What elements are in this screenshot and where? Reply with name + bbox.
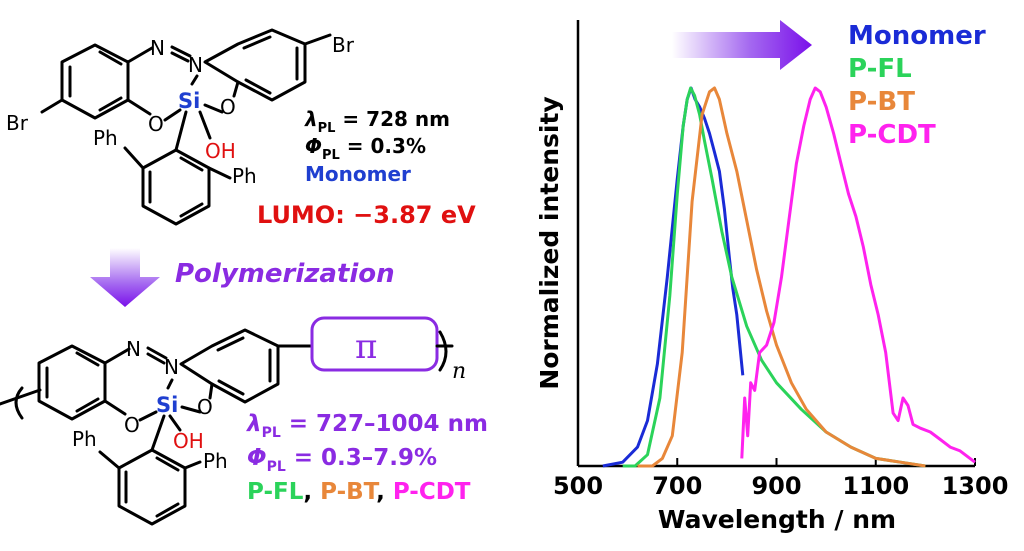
polymer-o-left-atom: O [124, 413, 140, 437]
azo-n1-atom: N [150, 36, 165, 60]
left-bracket [14, 386, 24, 420]
polymer-right-ring [179, 328, 280, 404]
pi-box [310, 316, 439, 372]
x-axis-label: Wavelength / nm [658, 505, 896, 534]
right-ring [203, 28, 307, 102]
polymer-lambda: λPL = 727–1004 nm [245, 411, 488, 441]
polymer-terphenyl-ring [117, 448, 187, 526]
o-right-atom: O [220, 95, 236, 119]
legend-item-monomer: Monomer [848, 21, 986, 51]
polymer-o-right-atom: O [197, 395, 213, 419]
si-atom: Si [178, 89, 200, 113]
legend-item-p-cdt: P-CDT [848, 120, 936, 150]
redshift-arrow [672, 20, 812, 70]
azo-double-bond [170, 45, 192, 63]
polymer-structure: N N π n O Si O OH Ph Ph [0, 316, 466, 526]
oh-group: OH [205, 139, 236, 163]
left-ring-double-bonds [68, 50, 123, 112]
legend-item-p-bt: P-BT [848, 87, 915, 117]
x-tick-label: 1300 [942, 472, 1009, 500]
polymer-list: P-FL, P-BT, P-CDT [247, 479, 471, 505]
legend-item-p-fl: P-FL [848, 54, 912, 84]
monomer-phi: ΦPL = 0.3% [305, 134, 426, 163]
polymer-name-pfl: P-FL [247, 479, 304, 505]
o-left-atom: O [148, 112, 164, 136]
polymerization-label: Polymerization [175, 259, 395, 289]
lumo-label: LUMO: −3.87 eV [257, 201, 476, 229]
monomer-properties: λPL = 728 nm ΦPL = 0.3% Monomer LUMO: −3… [257, 107, 476, 229]
polymer-n1-atom: N [126, 337, 141, 361]
repeat-n: n [452, 359, 466, 384]
polymer-ph-left-atom: Ph [72, 427, 97, 451]
ph-left-atom: Ph [93, 126, 118, 150]
polymer-properties: λPL = 727–1004 nm ΦPL = 0.3–7.9% P-FL, P… [245, 411, 488, 505]
polymer-si-atom: Si [156, 393, 178, 417]
polymerization-arrow: Polymerization [90, 248, 395, 307]
polymer-n2-atom: N [164, 355, 179, 379]
series-lines [602, 86, 976, 468]
down-arrow-shape [90, 248, 160, 307]
br-right-atom: Br [332, 33, 355, 57]
polymer-name-pcdt: P-CDT [393, 479, 471, 505]
polymer-phi: ΦPL = 0.3–7.9% [247, 445, 437, 475]
x-tick-label: 500 [553, 472, 603, 500]
right-ring-double-bonds [242, 35, 299, 95]
x-tick-label: 900 [751, 472, 801, 500]
x-tick-label: 700 [652, 472, 702, 500]
terphenyl-ring [141, 148, 211, 226]
monomer-structure: N N Br Br O Si O OH Ph Ph [6, 28, 355, 226]
terphenyl-ring-double-bonds [148, 156, 204, 218]
emission-spectra-chart: 500 700 900 1100 1300 Normalized intensity W… [535, 20, 1008, 534]
series-line-monomer [602, 86, 745, 468]
polymer-name-pbt: P-BT [320, 479, 380, 505]
monomer-name: Monomer [305, 162, 411, 186]
y-axis-label: Normalized intensity [535, 96, 564, 389]
polymer-ph-right-atom: Ph [203, 449, 228, 473]
azo-n2-atom: N [188, 53, 203, 77]
polymer-left-ring [37, 344, 107, 421]
monomer-lambda: λPL = 728 nm [304, 107, 450, 136]
br-left-atom: Br [6, 111, 29, 135]
series-line-p-bt [637, 86, 926, 468]
x-tick-label: 1100 [842, 472, 909, 500]
pi-label: π [355, 327, 377, 367]
series-line-p-cdt [740, 86, 976, 464]
left-ring [60, 43, 130, 120]
ph-right-atom: Ph [232, 164, 257, 188]
polymer-oh-group: OH [173, 429, 204, 453]
x-ticks: 500 700 900 1100 1300 [553, 458, 1008, 500]
right-bracket [438, 330, 448, 372]
